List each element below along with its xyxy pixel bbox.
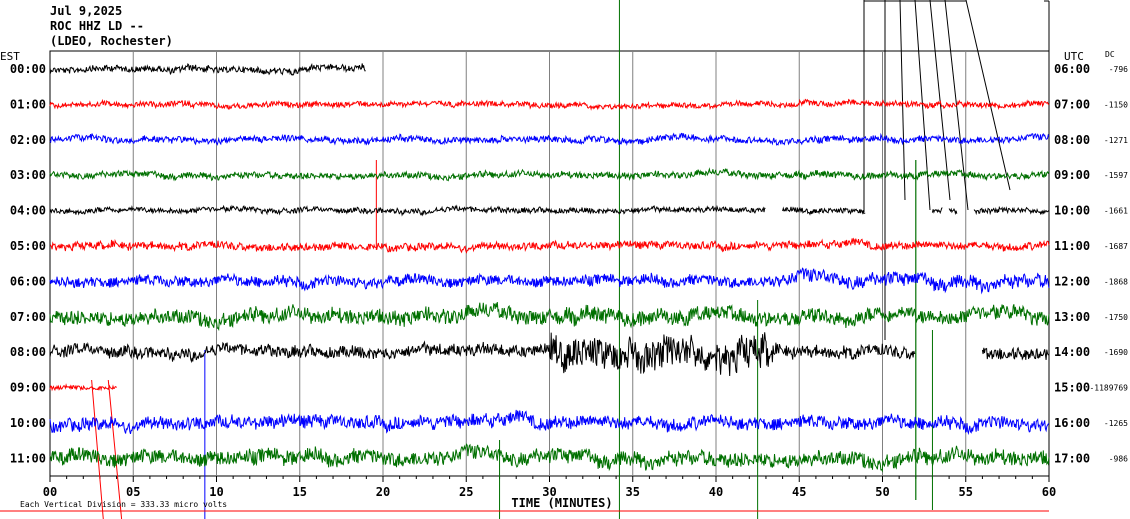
est-time-label: 02:00 [10, 133, 46, 147]
dc-offset-label: -1265 [1104, 419, 1128, 428]
est-time-label: 07:00 [10, 310, 46, 324]
dc-offset-label: -1271 [1104, 136, 1128, 145]
x-axis-title: TIME (MINUTES) [511, 496, 612, 510]
scale-footer: Each Vertical Division = 333.33 micro vo… [20, 500, 227, 509]
seismic-trace [49, 98, 1050, 111]
seismic-trace [49, 62, 366, 76]
utc-time-label: 17:00 [1054, 451, 1090, 465]
est-time-label: 01:00 [10, 97, 46, 111]
phase-marker-line [929, 0, 951, 201]
seismic-trace [49, 332, 916, 377]
dc-header: DC [1105, 50, 1115, 59]
dc-offset-label: -1150 [1104, 100, 1128, 109]
x-tick-label: 10 [209, 485, 223, 499]
dc-offset-label: -1868 [1104, 277, 1128, 286]
utc-time-label: 16:00 [1054, 416, 1090, 430]
dc-offset-label: -1597 [1104, 171, 1128, 180]
est-time-label: 04:00 [10, 204, 46, 218]
est-time-label: 00:00 [10, 62, 46, 76]
spike-line [91, 379, 104, 519]
network-label: (LDEO, Rochester) [50, 34, 173, 48]
utc-time-label: 06:00 [1054, 62, 1090, 76]
utc-time-label: 13:00 [1054, 310, 1090, 324]
utc-time-label: 09:00 [1054, 168, 1090, 182]
x-tick-label: 40 [709, 485, 723, 499]
seismic-trace [49, 383, 117, 392]
x-tick-label: 60 [1042, 485, 1056, 499]
seismic-trace [981, 346, 1050, 361]
est-time-label: 03:00 [10, 168, 46, 182]
x-tick-label: 05 [126, 485, 140, 499]
utc-time-label: 07:00 [1054, 97, 1090, 111]
dc-offset-label: -1661 [1104, 207, 1128, 216]
station-label: ROC HHZ LD -- [50, 19, 144, 33]
seismic-trace [49, 302, 1050, 332]
seismic-trace [973, 205, 1050, 216]
x-tick-label: 45 [792, 485, 806, 499]
dc-offset-label: -986 [1109, 454, 1128, 463]
x-tick-label: 55 [959, 485, 973, 499]
utc-time-label: 10:00 [1054, 204, 1090, 218]
seismic-trace [49, 167, 1050, 182]
x-tick-label: 30 [542, 485, 556, 499]
dc-offset-label: -796 [1109, 65, 1128, 74]
dc-offset-label: -1189769 [1089, 384, 1128, 393]
seismic-trace [49, 267, 1050, 295]
est-time-label: 06:00 [10, 274, 46, 288]
dc-offset-label: -1690 [1104, 348, 1128, 357]
seismic-trace [49, 132, 1050, 146]
x-tick-label: 20 [376, 485, 390, 499]
est-time-label: 11:00 [10, 451, 46, 465]
utc-time-label: 11:00 [1054, 239, 1090, 253]
x-tick-label: 50 [875, 485, 889, 499]
est-time-label: 05:00 [10, 239, 46, 253]
utc-header: UTC [1064, 50, 1084, 63]
utc-time-label: 08:00 [1054, 133, 1090, 147]
est-time-label: 10:00 [10, 416, 46, 430]
x-tick-label: 15 [293, 485, 307, 499]
seismic-trace [948, 207, 958, 216]
seismic-trace [49, 409, 1050, 436]
date-label: Jul 9,2025 [50, 4, 123, 18]
spike-line [107, 379, 123, 519]
dc-offset-label: -1687 [1104, 242, 1128, 251]
x-tick-label: 25 [459, 485, 473, 499]
x-tick-label: 35 [626, 485, 640, 499]
seismic-trace [49, 443, 1050, 473]
est-time-label: 08:00 [10, 345, 46, 359]
seismic-trace [782, 206, 866, 216]
seismic-trace [49, 204, 766, 217]
utc-time-label: 12:00 [1054, 274, 1090, 288]
seismic-trace [49, 237, 1050, 254]
phase-marker-line [965, 0, 1011, 191]
phase-marker-line [899, 0, 906, 201]
utc-time-label: 15:00 [1054, 381, 1090, 395]
est-header: EST [0, 50, 20, 63]
seismic-trace [931, 207, 943, 215]
est-time-label: 09:00 [10, 381, 46, 395]
dc-offset-label: -1750 [1104, 313, 1128, 322]
x-tick-label: 00 [43, 485, 57, 499]
utc-time-label: 14:00 [1054, 345, 1090, 359]
